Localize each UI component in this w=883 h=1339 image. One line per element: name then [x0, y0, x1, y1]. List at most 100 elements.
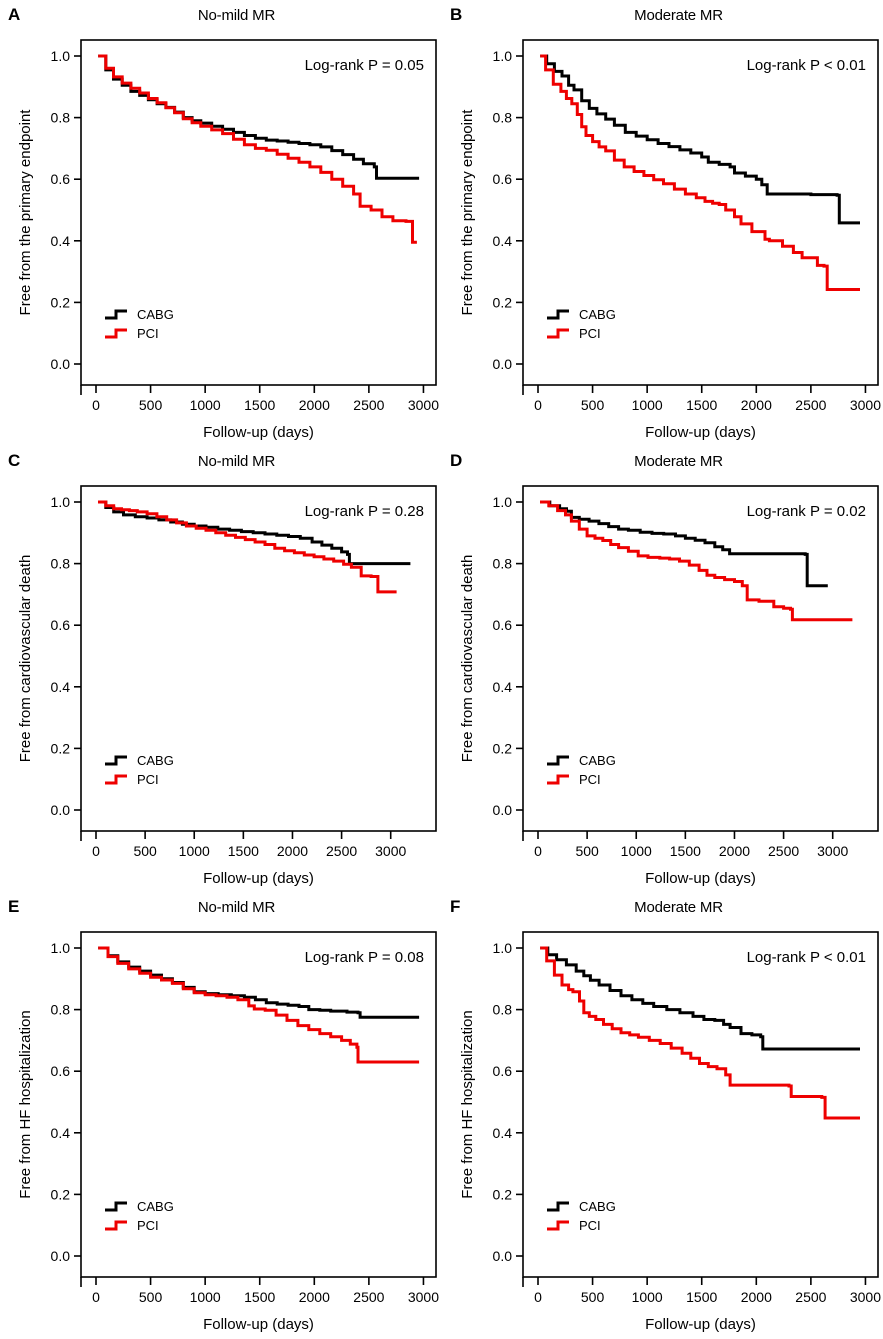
km-curve-pci: [98, 500, 397, 594]
panel-title: Moderate MR: [442, 900, 883, 915]
x-tick-label: 1500: [686, 1289, 717, 1305]
legend-label-pci: PCI: [137, 326, 159, 341]
panel-e: E No-mild MR 0.0 0.2 0.4 0.6 0.8 1.0 0 500 1000 150…: [0, 892, 441, 1338]
x-axis-label: Follow-up (days): [645, 1316, 756, 1333]
x-tick-label: 0: [534, 397, 542, 413]
y-tick-label: 0.0: [493, 356, 513, 372]
y-tick-label: 1.0: [51, 494, 71, 510]
x-tick-label: 2500: [353, 397, 384, 413]
x-tick-label: 2500: [326, 843, 357, 859]
km-curve-cabg: [98, 500, 411, 566]
plot-frame: [522, 931, 879, 1278]
x-tick-label: 1000: [632, 397, 663, 413]
panel-letter: C: [8, 451, 21, 470]
panel-letter: D: [450, 451, 463, 470]
log-rank-pvalue: Log-rank P = 0.05: [305, 57, 424, 74]
legend-label-cabg: CABG: [137, 753, 174, 768]
y-tick-label: 0.6: [493, 171, 513, 187]
plot-area: 0.0 0.2 0.4 0.6 0.8 1.0 0 500 1000 1500 2000 2500 30…: [17, 39, 439, 441]
y-tick-label: 0.4: [51, 233, 71, 249]
panel-f: F Moderate MR 0.0 0.2 0.4 0.6 0.8 1.0 0 500 1000 15…: [442, 892, 883, 1338]
y-tick-label: 0.8: [493, 1002, 513, 1018]
x-axis-label: Follow-up (days): [645, 424, 756, 441]
km-curve-pci: [540, 500, 853, 622]
legend-label-pci: PCI: [579, 326, 601, 341]
x-tick-label: 1000: [179, 843, 210, 859]
panel-c: C No-mild MR 0.0 0.2 0.4 0.6 0.8 1.0 0 500 1000 150…: [0, 446, 441, 892]
legend-label-cabg: CABG: [137, 307, 174, 322]
km-curve-cabg: [98, 54, 420, 180]
y-tick-label: 0.8: [493, 110, 513, 126]
legend-swatch-cabg: [105, 309, 127, 320]
km-curve-pci: [540, 54, 860, 291]
x-tick-label: 500: [133, 843, 157, 859]
x-tick-label: 3000: [850, 1289, 881, 1305]
x-tick-label: 0: [534, 843, 542, 859]
x-tick-label: 2000: [299, 397, 330, 413]
y-tick-label: 0.0: [51, 802, 71, 818]
x-tick-label: 2000: [741, 397, 772, 413]
x-tick-label: 3000: [817, 843, 848, 859]
y-axis-label: Free from cardiovascular death: [17, 555, 34, 763]
y-tick-label: 0.8: [51, 556, 71, 572]
km-curve-cabg: [98, 946, 420, 1019]
panel-title: Moderate MR: [442, 8, 883, 23]
legend-label-pci: PCI: [137, 772, 159, 787]
legend-label-cabg: CABG: [579, 1199, 616, 1214]
legend-swatch-cabg: [105, 755, 127, 766]
y-tick-label: 0.4: [493, 233, 513, 249]
x-tick-label: 3000: [408, 397, 439, 413]
panel-title: No-mild MR: [0, 454, 441, 469]
legend-swatch-pci: [547, 1220, 569, 1231]
plot-area: 0.0 0.2 0.4 0.6 0.8 1.0 0 500 1000 1500 2000 2500 30…: [17, 931, 439, 1333]
plot-frame: [80, 485, 437, 832]
y-tick-label: 0.6: [493, 617, 513, 633]
panel-title-text: No-mild MR: [197, 899, 276, 916]
plot-frame: [522, 485, 879, 832]
x-tick-label: 2500: [353, 1289, 384, 1305]
x-tick-label: 1500: [244, 397, 275, 413]
x-tick-label: 2500: [795, 397, 826, 413]
x-axis-label: Follow-up (days): [203, 870, 314, 887]
panel-title: No-mild MR: [0, 900, 441, 915]
y-tick-label: 0.0: [51, 356, 71, 372]
y-tick-label: 1.0: [493, 940, 513, 956]
y-tick-label: 0.2: [51, 294, 71, 310]
x-tick-label: 500: [575, 843, 599, 859]
y-tick-label: 0.4: [51, 1125, 71, 1141]
panel-b: B Moderate MR 0.0 0.2 0.4 0.6 0.8 1.0 0 500 1000 15…: [442, 0, 883, 446]
y-axis-label: Free from HF hospitalization: [459, 1010, 476, 1198]
plot-area: 0.0 0.2 0.4 0.6 0.8 1.0 0 500 1000 1500 2000 2500 30…: [17, 485, 437, 887]
y-tick-label: 0.6: [493, 1063, 513, 1079]
x-axis-label: Follow-up (days): [203, 424, 314, 441]
panel-letter: F: [450, 897, 461, 916]
y-tick-label: 0.2: [493, 1186, 513, 1202]
x-tick-label: 2500: [795, 1289, 826, 1305]
legend-label-pci: PCI: [137, 1218, 159, 1233]
y-tick-label: 1.0: [51, 48, 71, 64]
panel-title-text: No-mild MR: [197, 7, 276, 24]
x-axis-label: Follow-up (days): [645, 870, 756, 887]
panel-d: D Moderate MR 0.0 0.2 0.4 0.6 0.8 1.0 0 500 1000 15…: [442, 446, 883, 892]
x-tick-label: 500: [581, 1289, 605, 1305]
y-tick-label: 0.4: [493, 1125, 513, 1141]
panel-title-text: Moderate MR: [634, 453, 723, 470]
y-tick-label: 0.2: [493, 740, 513, 756]
log-rank-pvalue: Log-rank P < 0.01: [747, 949, 866, 966]
plot-area: 0.0 0.2 0.4 0.6 0.8 1.0 0 500 1000 1500 2000 2500 30…: [459, 931, 881, 1333]
x-tick-label: 1500: [228, 843, 259, 859]
legend-swatch-pci: [547, 328, 569, 339]
x-tick-label: 3000: [408, 1289, 439, 1305]
legend-swatch-pci: [105, 328, 127, 339]
panel-letter: B: [450, 5, 463, 24]
legend-label-cabg: CABG: [579, 753, 616, 768]
log-rank-pvalue: Log-rank P = 0.02: [747, 503, 866, 520]
km-curve-pci: [98, 946, 420, 1064]
y-tick-label: 0.6: [51, 617, 71, 633]
y-tick-label: 0.8: [51, 110, 71, 126]
x-tick-label: 2000: [719, 843, 750, 859]
x-tick-label: 500: [581, 397, 605, 413]
x-tick-label: 0: [92, 397, 100, 413]
x-tick-label: 1000: [190, 397, 221, 413]
plot-area: 0.0 0.2 0.4 0.6 0.8 1.0 0 500 1000 1500 2000 2500 30…: [459, 39, 881, 441]
